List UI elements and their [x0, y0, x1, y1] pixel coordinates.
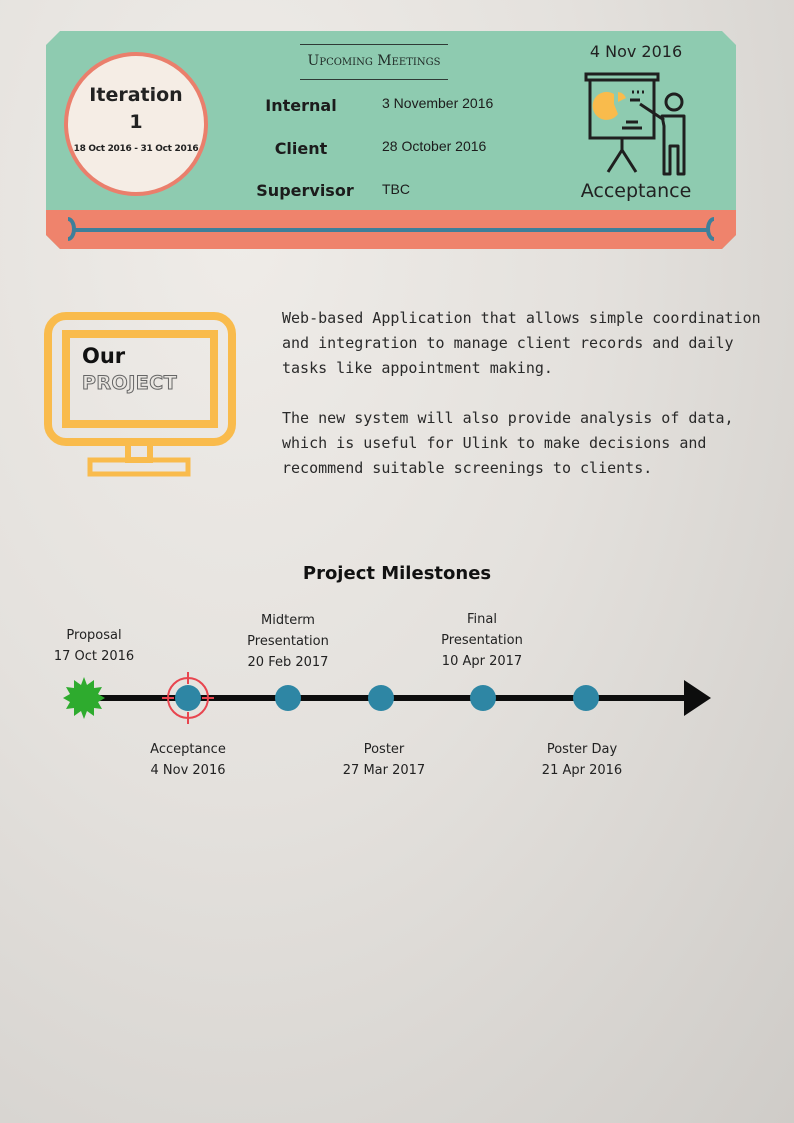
next-milestone-date: 4 Nov 2016 — [589, 42, 683, 61]
milestone-name: Poster — [363, 742, 405, 757]
iteration-title-word: Iteration — [89, 84, 183, 106]
strip-cap-right — [706, 217, 714, 241]
milestone-dot-final — [470, 685, 496, 711]
monitor-icon — [44, 312, 236, 477]
iteration-number: 1 — [129, 111, 143, 133]
strip-cap-left — [68, 217, 76, 241]
milestone-label-proposal: Proposal 17 Oct 2016 — [24, 625, 164, 667]
milestone-date: 27 Mar 2017 — [342, 763, 426, 778]
iteration-title: Iteration 1 — [68, 82, 204, 136]
milestone-label-poster-day: Poster Day 21 Apr 2016 — [512, 739, 652, 781]
completed-star-icon — [63, 677, 105, 719]
milestone-name: Presentation — [247, 634, 329, 649]
milestone-name: Presentation — [441, 633, 523, 648]
milestone-name: Acceptance — [150, 742, 226, 757]
milestone-label-acceptance: Acceptance 4 Nov 2016 — [118, 739, 258, 781]
banner-strip-line — [72, 228, 708, 232]
project-description: Web-based Application that allows simple… — [282, 306, 762, 506]
iteration-dates: 18 Oct 2016 - 31 Oct 2016 — [73, 144, 199, 154]
meeting-date-client: 28 October 2016 — [382, 138, 487, 154]
iteration-badge: Iteration 1 18 Oct 2016 - 31 Oct 2016 — [64, 52, 208, 196]
milestone-dot-poster-day — [573, 685, 599, 711]
next-milestone-label: Acceptance — [580, 180, 692, 202]
presentation-icon — [584, 72, 686, 176]
milestone-date: 4 Nov 2016 — [150, 763, 226, 778]
milestone-date: 21 Apr 2016 — [541, 763, 623, 778]
milestone-date: 17 Oct 2016 — [53, 649, 135, 664]
milestone-dot-poster — [368, 685, 394, 711]
banner-strip — [46, 210, 736, 249]
meetings-heading: Upcoming Meetings — [300, 44, 448, 80]
our-label: Our — [82, 344, 126, 368]
meeting-name-supervisor: Supervisor — [256, 181, 354, 200]
milestone-dot-midterm — [275, 685, 301, 711]
project-label: PROJECT — [81, 372, 178, 395]
milestone-name: Proposal — [66, 628, 122, 643]
project-paragraph: Web-based Application that allows simple… — [282, 309, 761, 377]
milestone-dot-acceptance — [175, 685, 201, 711]
milestone-date: 10 Apr 2017 — [441, 654, 523, 669]
milestone-name: Final — [467, 612, 497, 627]
milestone-label-final: Final Presentation 10 Apr 2017 — [412, 609, 552, 672]
timeline-arrow-icon — [684, 680, 711, 716]
meeting-name-client: Client — [274, 139, 328, 158]
target-crosshair-icon — [162, 672, 214, 724]
meeting-name-internal: Internal — [265, 96, 337, 115]
meeting-date-supervisor: TBC — [382, 181, 410, 197]
milestone-label-midterm: Midterm Presentation 20 Feb 2017 — [218, 610, 358, 673]
milestone-date: 20 Feb 2017 — [247, 655, 329, 670]
project-paragraph: The new system will also provide analysi… — [282, 409, 734, 477]
milestone-name: Midterm — [261, 613, 315, 628]
milestones-title: Project Milestones — [302, 563, 492, 584]
milestone-label-poster: Poster 27 Mar 2017 — [314, 739, 454, 781]
milestone-name: Poster Day — [546, 742, 618, 757]
meeting-date-internal: 3 November 2016 — [382, 95, 494, 111]
